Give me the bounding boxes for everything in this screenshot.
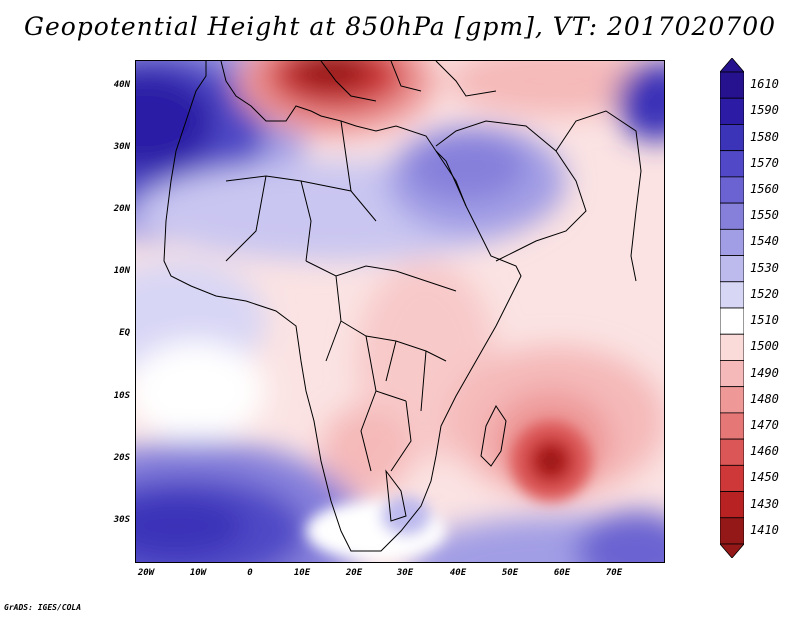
colorbar-label: 1590 bbox=[750, 103, 779, 118]
colorbar-swatch bbox=[720, 360, 744, 388]
colorbar-label: 1470 bbox=[750, 418, 779, 432]
lon-label: 70E bbox=[605, 568, 623, 578]
lat-label: 20S bbox=[113, 453, 130, 463]
colorbar-swatch bbox=[720, 438, 744, 466]
colorbar-swatch bbox=[720, 255, 744, 283]
lon-label: 40E bbox=[449, 568, 467, 578]
colorbar-swatch bbox=[720, 176, 744, 204]
colorbar-max-arrow bbox=[720, 58, 744, 73]
lat-label: 40N bbox=[113, 80, 130, 90]
colorbar-label: 1540 bbox=[750, 234, 779, 249]
colorbar-swatch bbox=[720, 71, 744, 99]
colorbar-label: 1510 bbox=[750, 313, 779, 328]
colorbar-swatch bbox=[720, 124, 744, 152]
lat-label: 30N bbox=[113, 142, 130, 152]
colorbar-label: 1560 bbox=[750, 182, 779, 196]
lat-label: 20N bbox=[113, 204, 130, 214]
colorbar-label: 1430 bbox=[750, 496, 779, 511]
colorbar-swatch bbox=[720, 202, 744, 230]
map-title: Geopotential Height at 850hPa [gpm], VT:… bbox=[23, 12, 777, 41]
lat-label: 30S bbox=[113, 515, 130, 525]
colorbar-swatch bbox=[720, 281, 744, 309]
colorbar-label: 1460 bbox=[750, 444, 779, 459]
colorbar-label: 1610 bbox=[750, 77, 779, 92]
colorbar-swatch bbox=[720, 333, 744, 361]
colorbar-label: 1580 bbox=[750, 129, 779, 144]
colorbar bbox=[720, 58, 744, 558]
lon-label: 20W bbox=[137, 568, 155, 578]
colorbar-label: 1480 bbox=[750, 391, 779, 406]
colorbar-label: 1500 bbox=[750, 339, 779, 354]
footer-credit: GrADS: IGES/COLA bbox=[4, 603, 82, 612]
colorbar-label: 1490 bbox=[750, 365, 779, 380]
colorbar-swatch bbox=[720, 412, 744, 440]
lon-label: 20E bbox=[345, 568, 363, 578]
colorbar-label: 1570 bbox=[750, 155, 779, 170]
colorbar-swatch bbox=[720, 150, 744, 178]
lon-label: 30E bbox=[396, 568, 414, 578]
lat-label: EQ bbox=[119, 328, 130, 338]
map-plot-area bbox=[135, 60, 665, 563]
coastlines bbox=[163, 61, 642, 552]
colorbar-swatch bbox=[720, 517, 744, 545]
colorbar-label: 1520 bbox=[750, 286, 779, 301]
lon-label: 60E bbox=[553, 568, 571, 578]
lon-label: 10E bbox=[293, 568, 311, 578]
lat-label: 10S bbox=[113, 391, 130, 401]
colorbar-swatch bbox=[720, 228, 744, 256]
colorbar-swatch bbox=[720, 386, 744, 414]
colorbar-swatch bbox=[720, 97, 744, 125]
lon-label: 50E bbox=[501, 568, 519, 578]
colorbar-label: 1550 bbox=[750, 208, 779, 223]
colorbar-swatch bbox=[720, 491, 744, 519]
lat-label: 10N bbox=[113, 266, 130, 276]
colorbar-label: 1530 bbox=[750, 260, 779, 275]
lon-label: 10W bbox=[189, 568, 207, 578]
colorbar-label: 1450 bbox=[750, 470, 779, 485]
lon-label: 0 bbox=[247, 568, 253, 578]
geopotential-field bbox=[136, 61, 664, 562]
colorbar-label: 1410 bbox=[750, 522, 779, 537]
colorbar-swatch bbox=[720, 464, 744, 492]
colorbar-swatch bbox=[720, 307, 744, 335]
colorbar-min-arrow bbox=[720, 543, 744, 558]
